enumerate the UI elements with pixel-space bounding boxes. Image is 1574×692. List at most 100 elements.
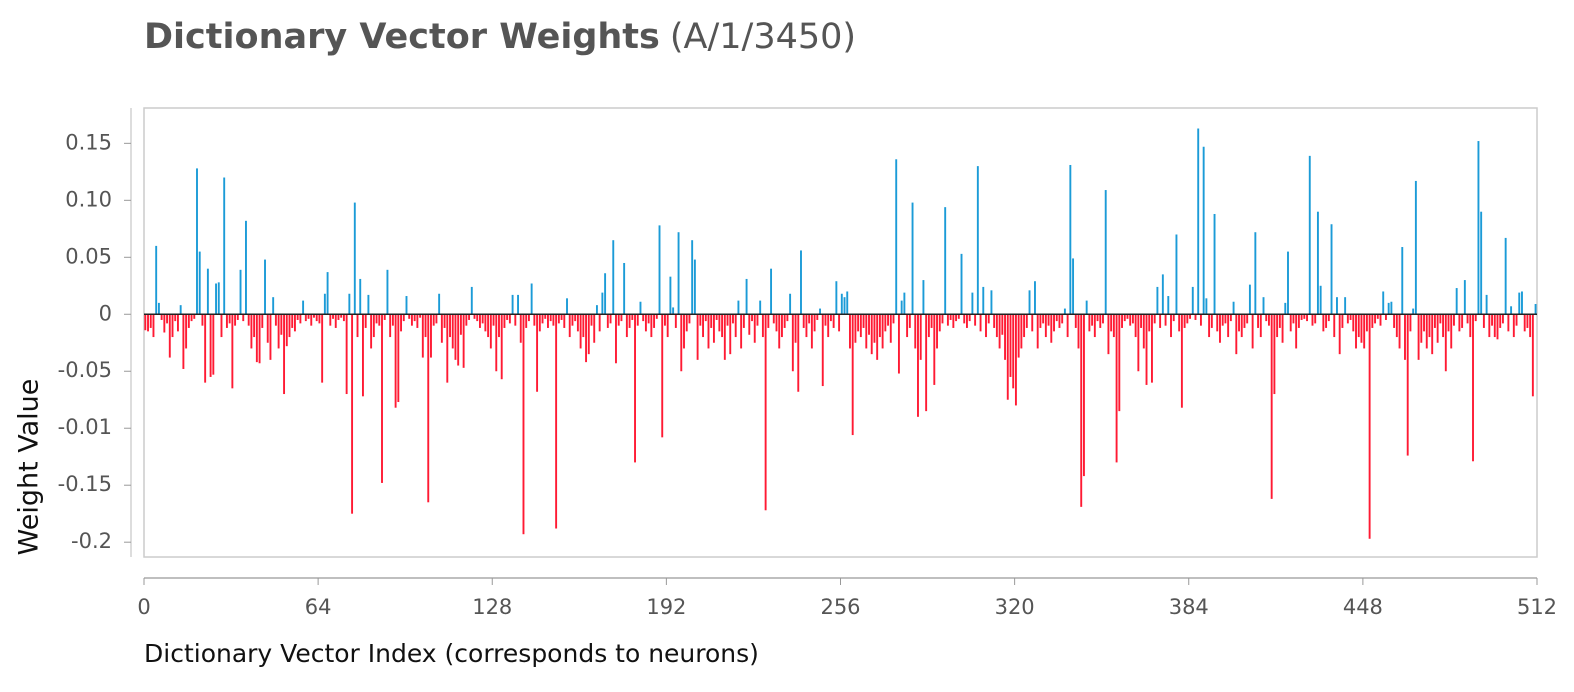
bar (421, 314, 424, 358)
bar (245, 220, 247, 315)
bar (1246, 314, 1249, 324)
bar (946, 314, 949, 326)
bar (1077, 314, 1080, 349)
bar (359, 278, 362, 315)
bar (1363, 314, 1366, 349)
bar (802, 314, 805, 328)
bar (400, 314, 403, 332)
bar (1121, 314, 1123, 328)
bar (182, 314, 185, 369)
bar (1442, 314, 1445, 338)
bar (435, 314, 438, 324)
bar (356, 314, 359, 338)
bar (1306, 314, 1308, 322)
bar (160, 314, 163, 320)
bar (846, 291, 849, 315)
bar (764, 314, 767, 511)
bar (555, 314, 558, 529)
bar (653, 314, 656, 328)
bar (895, 159, 898, 315)
bar (1273, 314, 1276, 395)
bar (1257, 314, 1260, 328)
bar (680, 314, 683, 372)
bar (362, 314, 364, 397)
bar (473, 314, 476, 319)
bar (908, 314, 911, 328)
bar (1384, 314, 1387, 320)
bar (416, 314, 419, 328)
bar (922, 280, 925, 315)
bar (1180, 314, 1183, 408)
bar (1417, 314, 1420, 360)
bar (307, 314, 310, 319)
bar (704, 314, 707, 322)
bar (1485, 294, 1488, 315)
bar (1085, 300, 1088, 315)
bar (394, 314, 397, 408)
bar (870, 314, 873, 355)
bar (1308, 155, 1311, 315)
bar (1270, 314, 1273, 499)
bar (299, 314, 302, 324)
bar (220, 314, 223, 338)
x-tick-label: 320 (995, 595, 1035, 619)
bar (527, 314, 530, 322)
bar (1151, 314, 1153, 383)
bar (1477, 141, 1480, 315)
bar (1039, 314, 1042, 328)
bar (927, 314, 930, 338)
bar (849, 314, 851, 349)
bar (1259, 314, 1262, 338)
bar (685, 314, 688, 332)
bar (732, 314, 734, 324)
bar (250, 314, 253, 349)
bar (957, 314, 960, 319)
bar (413, 314, 416, 322)
bar (1344, 297, 1347, 315)
bar (628, 314, 631, 328)
bar (1531, 314, 1534, 397)
bar (876, 314, 879, 360)
bar (742, 314, 745, 328)
bar (753, 314, 756, 343)
bar (995, 314, 998, 338)
bar (430, 314, 432, 358)
bar (1014, 314, 1017, 406)
bar (274, 314, 277, 326)
bar (313, 314, 315, 318)
bar (1510, 306, 1513, 315)
bar (386, 269, 389, 315)
bar (955, 314, 958, 322)
bar (884, 314, 887, 332)
bar (547, 314, 549, 328)
bar (609, 314, 612, 324)
x-axis-title: Dictionary Vector Index (corresponds to … (144, 639, 759, 668)
bar (187, 314, 190, 328)
bar (1420, 314, 1423, 343)
bar (821, 314, 824, 387)
bar (699, 314, 702, 326)
bar (1444, 314, 1447, 372)
bar (1395, 314, 1398, 338)
bar (285, 314, 288, 347)
bar (326, 272, 329, 315)
bar (1093, 314, 1096, 338)
bar (612, 240, 615, 315)
bar (1072, 258, 1075, 315)
bar (862, 314, 865, 328)
bar (1319, 285, 1322, 315)
bar (1229, 314, 1232, 322)
bar (1219, 314, 1221, 343)
bar (1433, 314, 1436, 328)
bar (707, 314, 710, 349)
bar (1238, 314, 1240, 332)
bar (1042, 314, 1045, 324)
bar (1406, 314, 1409, 456)
bar (149, 314, 152, 328)
bar (1134, 314, 1137, 338)
bar (1050, 314, 1053, 343)
bar (606, 314, 609, 328)
bar (293, 314, 296, 332)
bar (478, 314, 481, 328)
